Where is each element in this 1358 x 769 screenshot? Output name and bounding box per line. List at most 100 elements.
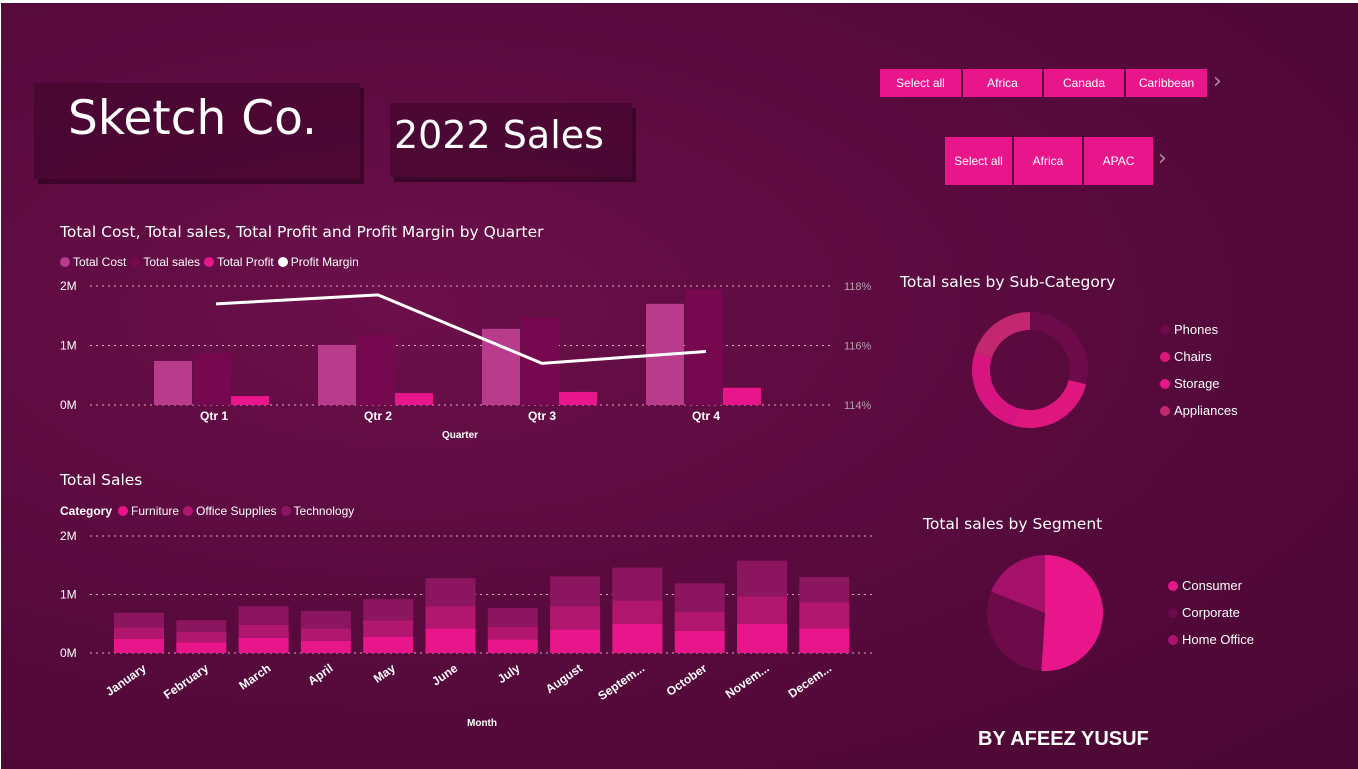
- legend-item-total-profit[interactable]: Total Profit: [204, 255, 274, 269]
- y-tick-label: 2M: [60, 529, 77, 543]
- slicer-bottom-africa[interactable]: Africa: [1014, 137, 1082, 185]
- bar-technology: [737, 560, 787, 597]
- legend-item-appliances[interactable]: Appliances: [1160, 397, 1238, 424]
- bar-technology: [300, 610, 351, 629]
- slicer-top-select-all[interactable]: Select all: [880, 69, 961, 97]
- bar-furniture: [114, 638, 164, 653]
- bar-furniture: [487, 639, 538, 653]
- subcat-donut-chart: [972, 312, 1088, 428]
- bar-office-supplies: [612, 600, 663, 624]
- legend-dot-icon: [183, 506, 194, 516]
- legend-dot-icon: [1168, 607, 1178, 618]
- legend-item-furniture[interactable]: Furniture: [118, 504, 179, 518]
- donut-slice-chairs: [1012, 379, 1087, 428]
- segment-legend: Consumer Corporate Home Office: [1168, 572, 1254, 653]
- y-tick-label: 2M: [60, 279, 77, 293]
- region-slicer-bottom: Select all Africa APAC: [945, 137, 1153, 185]
- legend-dot-icon: [1160, 405, 1170, 416]
- legend-item-consumer[interactable]: Consumer: [1168, 572, 1254, 599]
- x-tick-label: March: [236, 661, 273, 693]
- bar-total-sales: [357, 334, 395, 405]
- legend-item-profit-margin[interactable]: Profit Margin: [277, 255, 359, 269]
- y2-tick-label: 114%: [844, 400, 872, 412]
- bar-technology: [425, 578, 476, 607]
- slicer-top-africa[interactable]: Africa: [963, 69, 1042, 97]
- bar-technology: [176, 620, 227, 632]
- legend-item-technology[interactable]: Technology: [280, 504, 354, 518]
- slicer-bottom-next-chevron-right-icon[interactable]: ›: [1158, 146, 1167, 171]
- bar-total-profit: [231, 396, 269, 405]
- bar-furniture: [176, 642, 227, 653]
- x-axis-label: Month: [467, 718, 497, 729]
- slicer-bottom-select-all[interactable]: Select all: [945, 137, 1012, 185]
- x-axis-label: Quarter: [442, 430, 478, 441]
- y-tick-label: 0M: [60, 398, 77, 412]
- x-tick-label: Novem...: [723, 661, 772, 701]
- legend-item-office-supplies[interactable]: Office Supplies: [183, 504, 277, 518]
- report-title: 2022 Sales: [394, 113, 604, 157]
- bar-office-supplies: [550, 606, 601, 630]
- donut-slice-phones: [1030, 312, 1088, 385]
- y-tick-label: 1M: [60, 588, 77, 602]
- legend-dot-icon: [60, 257, 70, 267]
- bar-furniture: [674, 630, 725, 653]
- bar-office-supplies: [674, 612, 725, 631]
- month-chart: 2M 1M 0M January February March April May June Ju…: [60, 529, 872, 729]
- bar-total-cost: [154, 360, 192, 405]
- legend-dot-icon: [118, 506, 129, 516]
- bar-office-supplies: [487, 626, 538, 640]
- bar-total-sales: [193, 353, 231, 405]
- segment-pie-chart: [987, 555, 1103, 671]
- quarter-chart-title: Total Cost, Total sales, Total Profit an…: [60, 223, 544, 241]
- bar-office-supplies: [425, 606, 476, 629]
- bar-furniture: [363, 636, 414, 653]
- x-tick-label: July: [495, 661, 523, 686]
- bar-office-supplies: [737, 596, 787, 624]
- x-tick-label: August: [543, 661, 585, 696]
- slicer-bottom-apac[interactable]: APAC: [1084, 137, 1153, 185]
- donut-slice-storage: [972, 352, 1018, 426]
- author-credit: BY AFEEZ YUSUF: [978, 728, 1149, 750]
- legend-dot-icon: [204, 257, 215, 267]
- bar-furniture: [612, 623, 663, 653]
- legend-item-storage[interactable]: Storage: [1160, 370, 1238, 397]
- legend-item-chairs[interactable]: Chairs: [1160, 343, 1238, 370]
- bar-office-supplies: [238, 624, 289, 638]
- donut-slice-appliances: [974, 312, 1030, 358]
- legend-dot-icon: [1168, 580, 1178, 591]
- legend-category-label: Category: [60, 504, 113, 518]
- legend-dot-icon: [1160, 378, 1170, 389]
- legend-item-total-cost[interactable]: Total Cost: [60, 255, 126, 269]
- bar-technology: [799, 576, 850, 603]
- bar-technology: [550, 576, 601, 607]
- x-tick-label: January: [103, 661, 149, 699]
- x-tick-label: June: [429, 661, 460, 689]
- segment-chart-title: Total sales by Segment: [923, 515, 1103, 533]
- x-tick-label: February: [161, 661, 211, 702]
- bar-total-sales: [685, 288, 723, 405]
- legend-item-corporate[interactable]: Corporate: [1168, 599, 1254, 626]
- x-tick-label: Qtr 4: [692, 409, 720, 423]
- slicer-top-caribbean[interactable]: Caribbean: [1126, 69, 1207, 97]
- subcat-legend: Phones Chairs Storage Appliances: [1160, 316, 1238, 424]
- bar-furniture: [300, 640, 351, 653]
- bar-furniture: [737, 623, 787, 653]
- x-tick-label: October: [664, 661, 710, 699]
- legend-item-phones[interactable]: Phones: [1160, 316, 1238, 343]
- legend-dot-icon: [130, 257, 141, 267]
- slicer-top-next-chevron-right-icon[interactable]: ›: [1213, 69, 1222, 94]
- y2-tick-label: 116%: [844, 341, 872, 353]
- bar-total-cost: [318, 344, 356, 405]
- y2-tick-label: 118%: [844, 281, 872, 293]
- legend-dot-icon: [1160, 324, 1170, 335]
- bar-technology: [363, 599, 414, 621]
- legend-item-home-office[interactable]: Home Office: [1168, 626, 1254, 653]
- slicer-top-canada[interactable]: Canada: [1044, 69, 1124, 97]
- bar-technology: [612, 567, 663, 601]
- report-title-box: 2022 Sales: [390, 103, 632, 177]
- legend-item-total-sales[interactable]: Total sales: [130, 255, 200, 269]
- bar-office-supplies: [799, 602, 850, 629]
- y-tick-label: 1M: [60, 339, 77, 353]
- x-tick-label: Qtr 1: [200, 409, 228, 423]
